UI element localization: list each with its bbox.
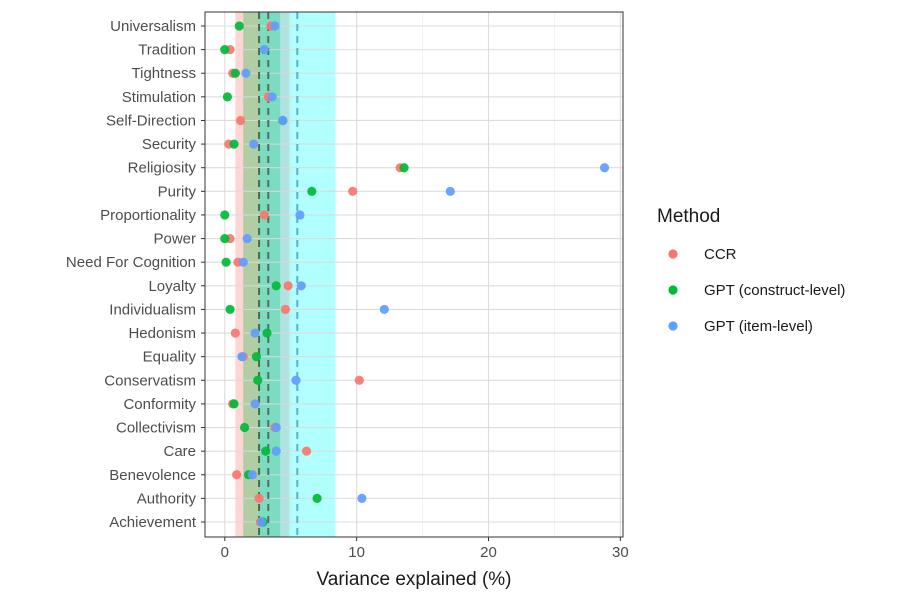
y-tick-label: Purity (158, 183, 197, 200)
y-tick-label: Care (163, 443, 196, 460)
y-tick-label: Achievement (109, 514, 197, 531)
y-tick-label: Religiosity (128, 160, 197, 177)
point-gpt-item-level (241, 68, 251, 78)
legend-label: CCR (704, 246, 737, 263)
point-gpt-item-level (250, 399, 260, 409)
point-gpt-construct-level (307, 186, 317, 196)
point-gpt-item-level (379, 304, 389, 315)
point-gpt-item-level (599, 163, 610, 173)
point-gpt-item-level (242, 233, 252, 244)
point-gpt-item-level (257, 517, 267, 527)
point-ccr (259, 210, 269, 220)
legend-key (668, 249, 678, 259)
x-tick-label: 20 (480, 544, 497, 561)
y-tick-label: Tightness (132, 65, 196, 82)
x-tick-label: 10 (348, 544, 365, 561)
y-tick-label: Need For Cognition (66, 254, 196, 271)
legend: Method CCR GPT (construct-level) GPT (item… (657, 206, 845, 335)
point-ccr (301, 446, 312, 456)
point-gpt-item-level (238, 257, 248, 267)
point-ccr (348, 186, 358, 196)
y-tick-label: Collectivism (116, 420, 196, 437)
point-gpt-item-level (271, 446, 281, 456)
point-ccr (236, 115, 246, 126)
x-tick-labels: 0 10 20 30 (221, 537, 629, 561)
point-gpt-construct-level (220, 210, 230, 220)
point-ccr (230, 328, 240, 338)
point-gpt-construct-level (262, 328, 272, 338)
point-ccr (232, 470, 242, 480)
point-gpt-construct-level (239, 422, 250, 433)
point-gpt-construct-level (229, 399, 239, 409)
grid-layer (205, 12, 623, 537)
point-gpt-construct-level (312, 493, 322, 503)
legend-title: Method (657, 206, 720, 227)
legend-label: GPT (item-level) (704, 318, 813, 335)
point-gpt-item-level (291, 375, 301, 385)
point-gpt-item-level (278, 115, 288, 126)
x-axis-title: Variance explained (%) (316, 569, 511, 590)
point-ccr (254, 493, 264, 503)
point-gpt-item-level (357, 493, 367, 503)
point-gpt-construct-level (220, 233, 230, 244)
point-gpt-item-level (271, 422, 281, 433)
y-tick-label: Self-Direction (106, 112, 196, 129)
y-tick-label: Proportionality (100, 207, 196, 224)
point-gpt-item-level (267, 92, 277, 102)
y-tick-label: Conformity (123, 396, 196, 413)
point-gpt-construct-level (230, 68, 240, 78)
y-tick-label: Stimulation (122, 89, 196, 106)
legend-label: GPT (construct-level) (704, 282, 845, 299)
point-gpt-item-level (295, 210, 305, 220)
point-gpt-item-level (247, 470, 258, 480)
y-tick-label: Authority (137, 490, 197, 507)
point-gpt-construct-level (234, 21, 244, 31)
point-layer (220, 21, 610, 527)
y-tick-label: Tradition (138, 42, 196, 59)
point-gpt-construct-level (229, 139, 239, 149)
point-ccr (280, 304, 291, 315)
point-gpt-construct-level (221, 257, 231, 267)
y-tick-label: Conservatism (104, 372, 196, 389)
point-gpt-construct-level (220, 45, 230, 55)
point-gpt-item-level (237, 352, 247, 362)
y-tick-label: Power (153, 231, 196, 248)
y-tick-label: Security (142, 136, 197, 153)
point-gpt-construct-level (222, 92, 233, 102)
point-gpt-construct-level (225, 304, 235, 315)
y-tick-label: Universalism (110, 18, 196, 35)
y-tick-label: Benevolence (109, 467, 196, 484)
y-tick-labels: Universalism Tradition Tightness Stimulatio… (66, 18, 205, 531)
point-gpt-item-level (270, 21, 280, 31)
y-tick-label: Individualism (109, 301, 196, 318)
point-gpt-item-level (259, 45, 269, 55)
point-gpt-item-level (249, 139, 259, 149)
point-gpt-item-level (296, 281, 306, 291)
point-ccr (283, 281, 293, 291)
band-layer (235, 12, 336, 537)
x-tick-label: 30 (612, 544, 629, 561)
point-ccr (354, 375, 364, 385)
y-tick-label: Hedonism (128, 325, 196, 342)
point-gpt-construct-level (399, 163, 409, 173)
y-tick-label: Equality (143, 349, 197, 366)
y-tick-label: Loyalty (148, 278, 196, 295)
plot-panel-border (204, 11, 624, 538)
point-gpt-item-level (445, 186, 455, 196)
legend-key (668, 285, 678, 295)
legend-key (668, 321, 678, 331)
point-gpt-construct-level (271, 281, 281, 291)
point-gpt-construct-level (261, 446, 271, 456)
point-gpt-construct-level (253, 375, 263, 385)
point-gpt-construct-level (251, 352, 262, 362)
point-gpt-item-level (250, 328, 260, 338)
x-tick-label: 0 (221, 544, 229, 561)
